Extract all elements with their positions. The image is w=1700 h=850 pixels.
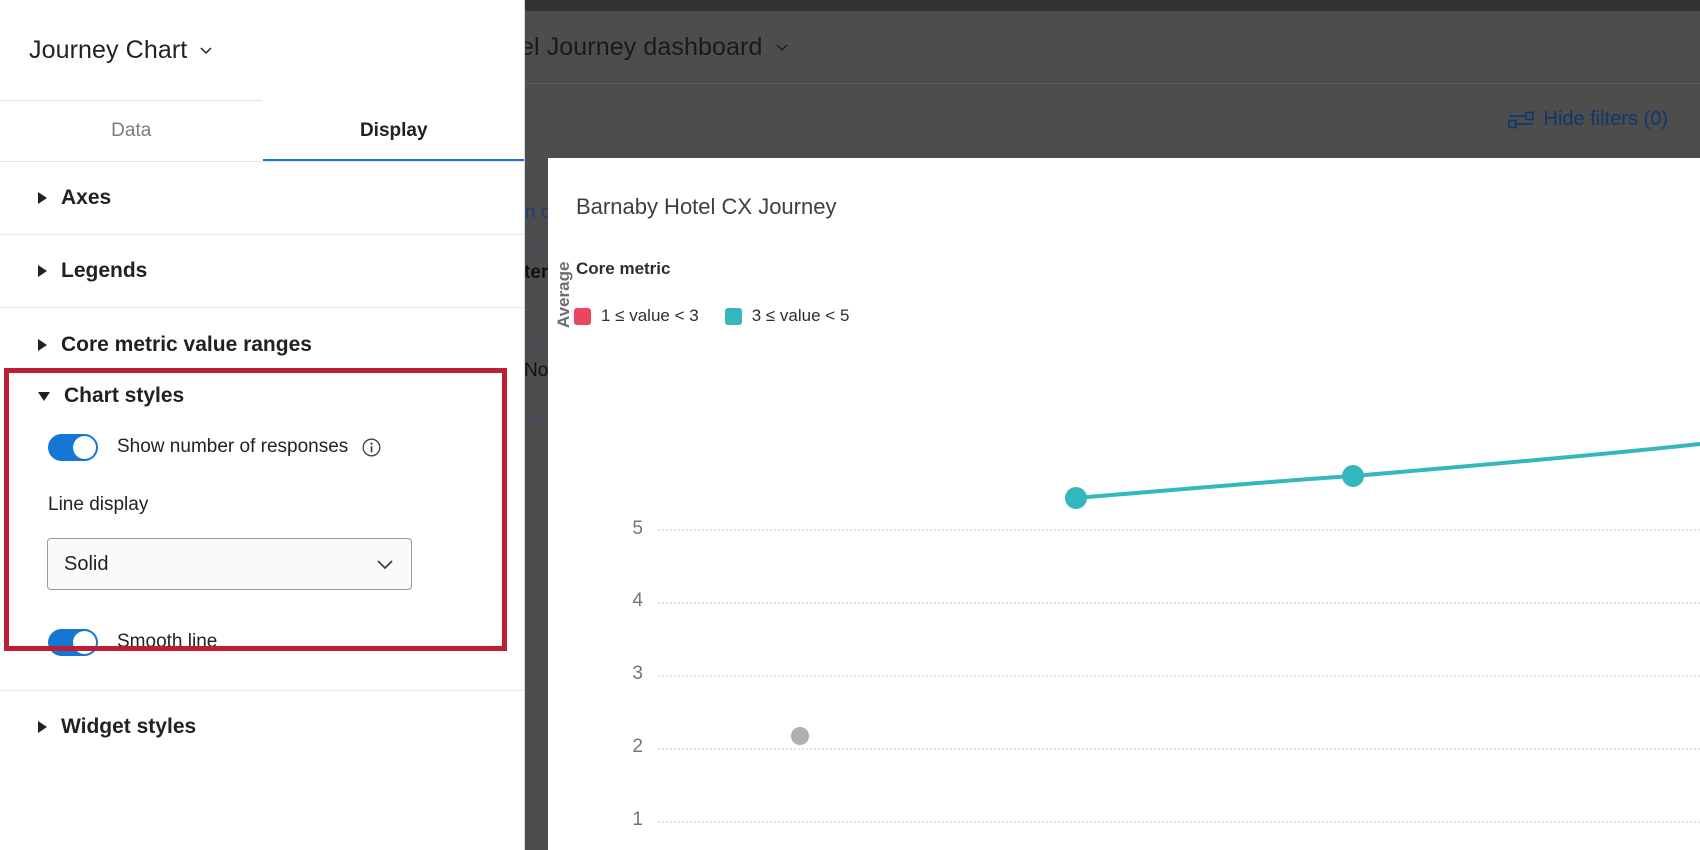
legend-label: 3 ≤ value < 5 <box>751 306 850 325</box>
panel-title: Journey Chart <box>29 35 188 64</box>
show-number-of-responses-row: Show number of responses <box>0 420 525 474</box>
legend-label: 1 ≤ value < 3 <box>601 306 699 325</box>
chevron-right-icon <box>38 265 47 277</box>
dashboard-header-divider <box>520 83 1700 84</box>
section-axes[interactable]: Axes <box>0 162 525 235</box>
line-display-label: Line display <box>48 494 149 515</box>
line-display-select[interactable]: Solid <box>47 538 412 590</box>
panel-edge <box>524 0 525 850</box>
gridline-5 <box>658 529 1700 531</box>
tab-display[interactable]: Display <box>262 100 526 162</box>
section-core-metric-value-ranges[interactable]: Core metric value ranges <box>0 308 525 381</box>
chevron-down-icon <box>38 391 50 401</box>
gridline-2 <box>658 748 1700 750</box>
show-number-of-responses-label: Show number of responses <box>117 436 349 457</box>
legend-swatch-high <box>724 307 742 325</box>
section-label: Legends <box>61 259 148 282</box>
section-widget-styles[interactable]: Widget styles <box>0 690 525 763</box>
chevron-down-icon <box>375 558 395 571</box>
chart-styles-body: Show number of responses <box>0 420 525 474</box>
legend-item[interactable]: 1 ≤ value < 3 <box>574 306 699 326</box>
hide-filters-button[interactable]: Hide filters (0) <box>1507 108 1668 131</box>
y-tick-4: 4 <box>632 590 643 611</box>
chart-legend: 1 ≤ value < 3 3 ≤ value < 5 <box>574 306 849 326</box>
smooth-line-label: Smooth line <box>117 631 218 652</box>
y-tick-2: 2 <box>632 736 643 757</box>
section-legends[interactable]: Legends <box>0 235 525 308</box>
bg-rule-3 <box>525 418 548 419</box>
chart-subtitle: Core metric <box>576 259 671 278</box>
y-tick-1: 1 <box>632 809 643 830</box>
tab-data[interactable]: Data <box>111 120 152 141</box>
chart-title: Barnaby Hotel CX Journey <box>576 194 837 219</box>
chevron-right-icon <box>38 192 47 204</box>
section-label: Chart styles <box>64 384 185 407</box>
chart-widget-card: Barnaby Hotel CX Journey Core metric 1 ≤… <box>548 158 1700 850</box>
bg-rule-1 <box>525 245 548 246</box>
hide-filters-label: Hide filters (0) <box>1543 108 1668 130</box>
section-label: Widget styles <box>61 715 197 738</box>
section-label: Axes <box>61 186 112 209</box>
gridline-4 <box>658 602 1700 604</box>
line-display-value: Solid <box>64 552 109 575</box>
panel-tabs: Data Display <box>0 100 525 162</box>
bg-rule-2 <box>525 340 548 341</box>
smooth-line-toggle[interactable] <box>48 628 98 656</box>
panel-header: Journey Chart <box>0 11 525 89</box>
gridline-1 <box>658 821 1700 823</box>
dashboard-title-row: el Journey dashboard <box>520 11 1700 83</box>
bg-link-fragment: n o <box>525 202 552 223</box>
gridline-3 <box>658 675 1700 677</box>
panel-header-rule <box>0 100 262 101</box>
bg-bold-fragment: ter <box>524 262 549 283</box>
smooth-line-row: Smooth line <box>0 625 217 659</box>
legend-swatch-low <box>574 307 591 325</box>
y-tick-5: 5 <box>632 518 643 539</box>
dashboard-title[interactable]: el Journey dashboard <box>520 32 763 61</box>
y-axis-label: Average <box>554 261 573 328</box>
y-tick-3: 3 <box>632 663 643 684</box>
info-circle-icon[interactable] <box>362 438 381 457</box>
section-label: Core metric value ranges <box>61 332 312 356</box>
section-chart-styles[interactable]: Chart styles <box>0 368 525 424</box>
filter-sliders-icon <box>1507 110 1534 130</box>
display-settings-panel: Journey Chart Data Display Axes Legends … <box>0 0 525 850</box>
chart-plot-svg <box>791 442 1700 745</box>
show-number-of-responses-toggle[interactable] <box>48 433 98 461</box>
chevron-down-icon[interactable] <box>198 42 214 58</box>
chevron-down-icon[interactable] <box>774 39 790 55</box>
chevron-right-icon <box>38 338 47 351</box>
chevron-right-icon <box>38 721 47 733</box>
legend-item[interactable]: 3 ≤ value < 5 <box>724 306 850 326</box>
app-top-bar <box>0 0 1700 11</box>
